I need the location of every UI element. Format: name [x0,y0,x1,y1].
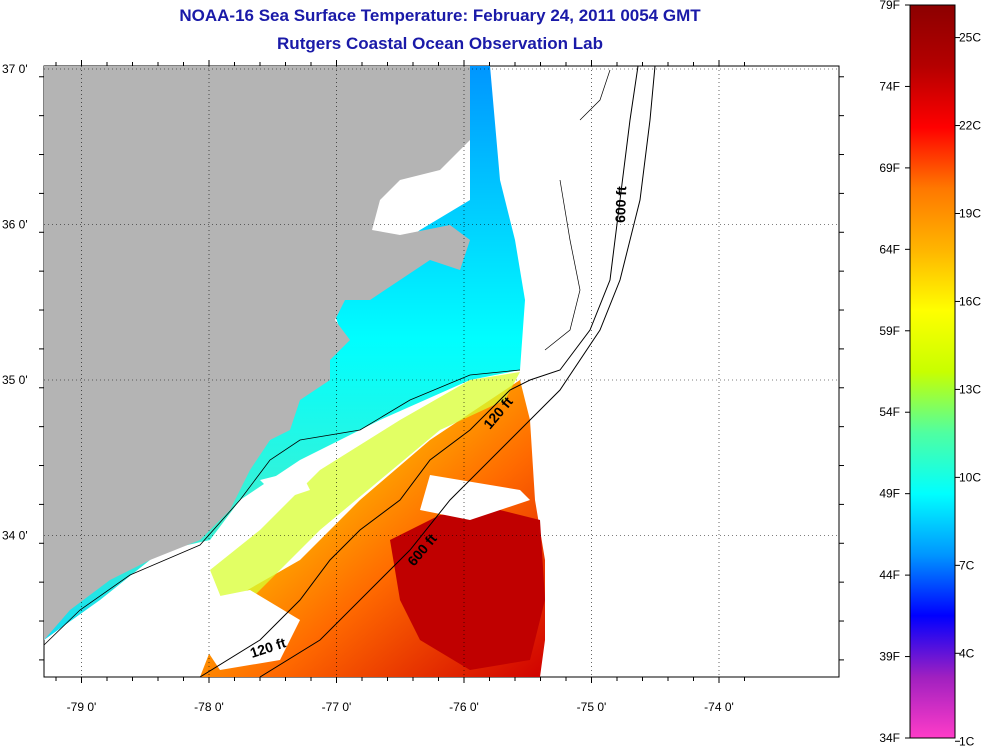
cb-f-label: 64F [879,242,900,256]
lon-label: -76 0' [449,700,479,714]
cb-f-label: 59F [879,324,900,338]
axis-ticks [39,60,844,683]
lon-label: -75 0' [577,700,607,714]
cb-c-label: 7C [959,558,975,572]
cb-f-label: 49F [879,487,900,501]
cloud-patch-1 [200,590,300,670]
lat-label: 36 0' [2,218,28,232]
colorbar-celsius-labels: 25C 22C 19C 16C 13C 10C 7C 4C 1C [955,31,981,748]
cloud-patch-3 [260,470,310,500]
contour-label-600ft-north: 600 ft [612,186,629,223]
cb-c-label: 10C [959,470,981,484]
cb-c-label: 4C [959,646,975,660]
cb-f-label: 54F [879,405,900,419]
cb-f-label: 79F [879,0,900,12]
shoal-outline [544,69,611,351]
cb-c-label: 13C [959,382,981,396]
latitude-labels: 37 0' 36 0' 35 0' 34 0' [2,62,28,543]
cb-f-label: 74F [879,79,900,93]
sst-swath-hot [390,510,545,670]
cloud-patch-2 [420,475,530,520]
lat-lon-grid [44,66,839,677]
coastline [44,369,521,646]
land-mass [44,66,470,640]
cb-f-label: 69F [879,161,900,175]
map-subtitle: Rutgers Coastal Ocean Observation Lab [277,34,603,53]
cb-c-label: 22C [959,119,981,133]
map-title: NOAA-16 Sea Surface Temperature: Februar… [179,6,701,25]
isobath-120ft [199,66,639,677]
lon-label: -78 0' [194,700,224,714]
colorbar-fahrenheit-labels: 79F 74F 69F 64F 59F 54F 49F 44F 39F 34F [879,0,910,745]
longitude-labels: -79 0' -78 0' -77 0' -76 0' -75 0' -74 0' [67,700,734,714]
sst-swath-mid [210,372,520,620]
lat-label: 34 0' [2,529,28,543]
lon-label: -79 0' [67,700,97,714]
lon-label: -74 0' [704,700,734,714]
sst-swath-cold [44,66,525,677]
lat-label: 35 0' [2,373,28,387]
cb-c-label: 25C [959,31,981,45]
cb-c-label: 1C [959,734,975,748]
lon-label: -77 0' [322,700,352,714]
cb-c-label: 19C [959,206,981,220]
lat-label: 37 0' [2,62,28,76]
isobath-600ft [259,66,656,677]
cb-f-label: 39F [879,650,900,664]
colorbar [909,4,956,739]
cb-f-label: 34F [879,731,900,745]
cb-f-label: 44F [879,568,900,582]
cb-c-label: 16C [959,294,981,308]
